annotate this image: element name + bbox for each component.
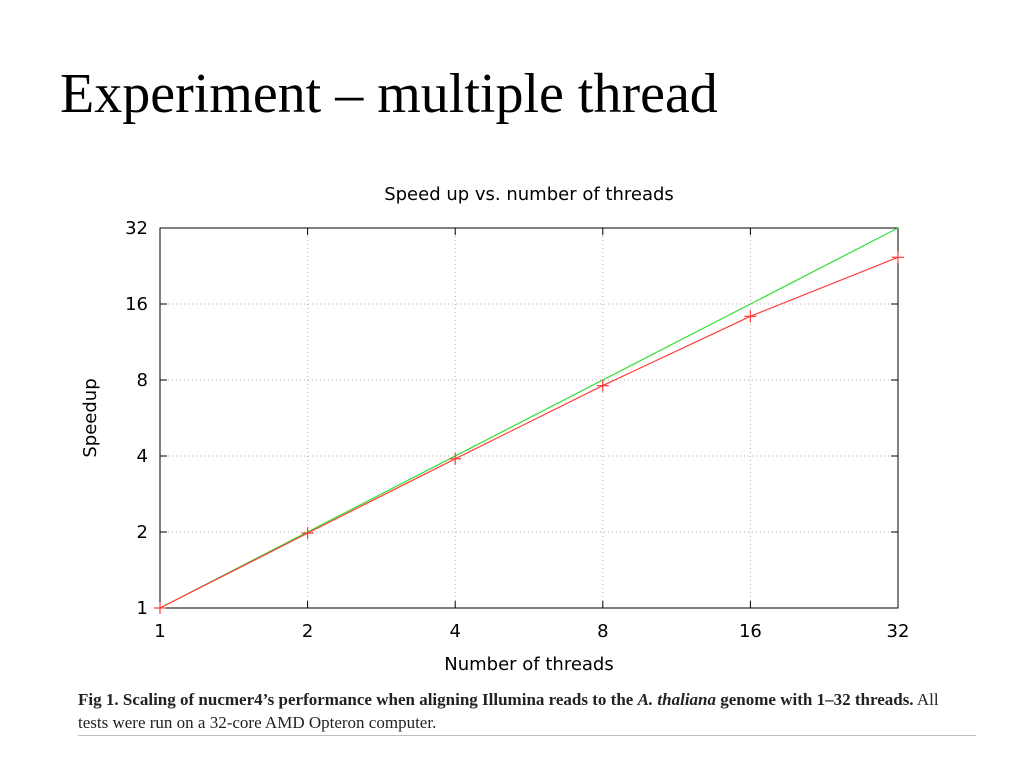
caption-fig-label: Fig 1. xyxy=(78,690,119,709)
figure-caption: Fig 1. Scaling of nucmer4’s performance … xyxy=(78,688,968,734)
x-tick-label: 1 xyxy=(154,621,165,642)
x-tick-label: 32 xyxy=(887,621,910,642)
series-line-ideal xyxy=(159,227,899,609)
caption-species-name: thaliana xyxy=(657,690,717,709)
data-point-measured xyxy=(449,452,462,465)
y-axis-label: Speedup xyxy=(80,378,101,457)
caption-normal-part: All tests were run on a 32-core AMD Opte… xyxy=(78,690,939,732)
data-point-measured xyxy=(154,602,166,614)
slide-title: Experiment – multiple thread xyxy=(60,63,718,125)
caption-species-abbrev: A. xyxy=(637,690,654,709)
x-tick-label: 16 xyxy=(739,621,762,642)
chart-title: Speed up vs. number of threads xyxy=(384,184,674,205)
caption-bold-part2: genome with 1–32 threads. xyxy=(720,690,914,709)
data-point-measured xyxy=(892,251,904,264)
y-tick-label: 8 xyxy=(137,370,148,391)
plot-frame xyxy=(159,227,899,609)
x-axis-label: Number of threads xyxy=(444,654,613,675)
y-tick-label: 2 xyxy=(137,522,148,543)
y-tick-label: 4 xyxy=(137,446,148,467)
series-group xyxy=(154,227,904,614)
y-tick-label: 1 xyxy=(137,598,148,619)
data-point-measured xyxy=(596,379,609,392)
data-point-measured xyxy=(744,310,757,323)
x-tick-label: 4 xyxy=(449,621,460,642)
x-axis-ticks: 1 2 4 8 16 32 xyxy=(154,228,909,642)
y-axis-ticks: 1 2 4 8 16 32 xyxy=(125,218,898,619)
data-point-measured xyxy=(301,527,314,540)
x-tick-label: 8 xyxy=(597,621,608,642)
series-line-measured xyxy=(159,256,899,609)
footer-rule xyxy=(78,735,976,736)
caption-bold-part1: Scaling of nucmer4’s performance when al… xyxy=(122,690,634,709)
y-tick-label: 16 xyxy=(125,294,148,315)
y-tick-label: 32 xyxy=(125,218,148,239)
x-tick-label: 2 xyxy=(302,621,313,642)
grid-lines xyxy=(160,228,898,608)
